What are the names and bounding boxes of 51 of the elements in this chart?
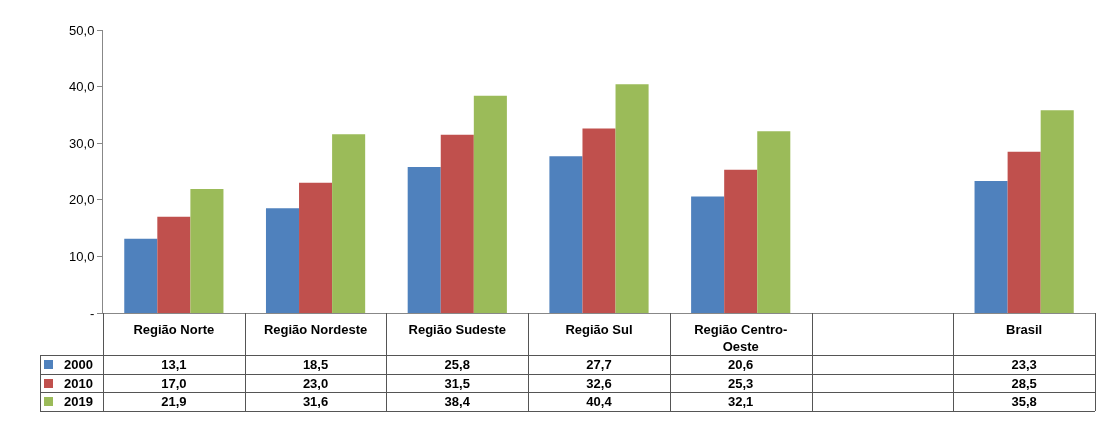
- y-tick-label: 10,0: [69, 248, 95, 264]
- bar: [582, 128, 616, 313]
- data-label: 38,4: [443, 393, 471, 410]
- data-label: 25,3: [727, 374, 755, 392]
- bar: [1007, 151, 1041, 313]
- bar: [473, 95, 507, 313]
- data-label: 20,6: [727, 356, 755, 373]
- bar: [724, 169, 758, 313]
- data-label: 27,7: [585, 356, 613, 373]
- bar: [549, 156, 583, 313]
- bar: [299, 182, 333, 313]
- x-tick-label: Região Sul: [565, 321, 633, 337]
- bar: [615, 84, 649, 313]
- data-label: 28,5: [1010, 374, 1038, 392]
- data-label: 18,5: [301, 356, 330, 373]
- bar: [157, 216, 191, 313]
- legend-label: 2000: [63, 356, 94, 373]
- bar: [124, 238, 158, 313]
- bar: [757, 131, 791, 313]
- bar: [440, 134, 474, 313]
- legend-label: 2019: [63, 393, 94, 410]
- y-tick-label: 50,0: [69, 22, 95, 38]
- bar: [265, 208, 300, 313]
- x-tick-label: Região Norte: [133, 321, 215, 337]
- bar: [407, 166, 441, 313]
- bar: [691, 196, 725, 313]
- x-tick-label: Brasil: [1006, 321, 1043, 337]
- data-label: 23,0: [301, 374, 330, 392]
- legend-label: 2010: [63, 374, 94, 392]
- y-tick-label: 40,0: [69, 79, 95, 95]
- bar: [1040, 110, 1074, 313]
- x-tick-label: Região Sudeste: [408, 321, 507, 337]
- data-label: 32,1: [727, 393, 755, 410]
- data-label: 25,8: [443, 356, 471, 373]
- data-label: 17,0: [160, 374, 188, 392]
- bar: [332, 134, 366, 313]
- x-tick-label: Região Nordeste: [263, 321, 368, 337]
- x-tick-label: Região Centro-Oeste: [694, 321, 788, 354]
- y-tick-label: -: [90, 305, 95, 321]
- y-tick-label: 20,0: [69, 192, 95, 208]
- data-label: 31,6: [301, 393, 330, 410]
- data-label: 40,4: [585, 393, 613, 410]
- y-tick-label: 30,0: [69, 135, 95, 151]
- data-label: 13,1: [160, 356, 188, 373]
- data-label: 31,5: [443, 374, 471, 392]
- data-label: 23,3: [1010, 356, 1038, 373]
- data-label: 21,9: [160, 393, 188, 410]
- bar: [974, 181, 1008, 313]
- data-label: 32,6: [585, 374, 613, 392]
- bar: [190, 189, 224, 313]
- data-label: 35,8: [1010, 393, 1038, 410]
